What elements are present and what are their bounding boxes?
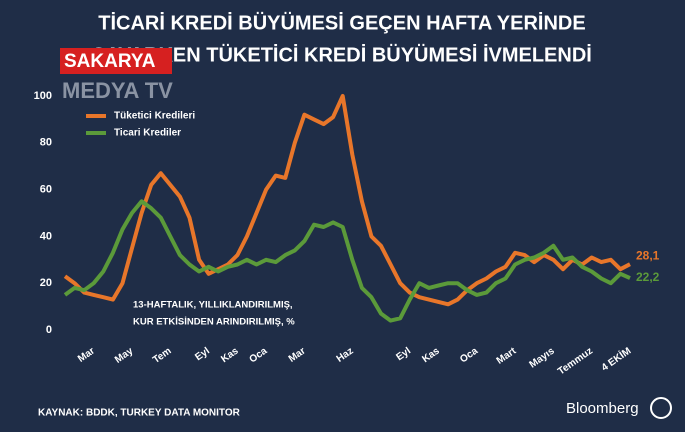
y-tick-label: 20 [40, 277, 52, 289]
brand: Bloomberg [566, 400, 639, 417]
annotation: KUR ETKİSİNDEN ARINDIRILMIŞ, % [133, 317, 295, 328]
legend-label: Ticari Krediler [114, 128, 181, 139]
chart-title: TİCARİ KREDİ BÜYÜMESİ GEÇEN HAFTA YERİND… [98, 11, 585, 34]
annotation: 13-HAFTALIK, YILLIKLANDIRILMIŞ, [133, 300, 293, 311]
end-label: 28,1 [636, 248, 660, 262]
watermark: SAKARYA [64, 51, 156, 72]
line [63, 94, 631, 307]
watermark: MEDYA TV [62, 78, 173, 103]
line [63, 199, 631, 323]
y-tick-label: 100 [34, 90, 52, 102]
source: KAYNAK: BDDK, TURKEY DATA MONITOR [38, 408, 241, 419]
legend-label: Tüketici Kredileri [114, 111, 195, 122]
brand-logo [650, 397, 672, 419]
chart-title: SAYARKEN TÜKETİCİ KREDİ BÜYÜMESİ İVMELEN… [92, 43, 592, 66]
end-label: 22,2 [636, 270, 660, 284]
y-tick-label: 60 [40, 184, 52, 196]
y-tick-label: 40 [40, 230, 52, 242]
y-tick-label: 0 [46, 324, 52, 336]
y-tick-label: 80 [40, 137, 52, 149]
watermark-box [60, 48, 172, 74]
